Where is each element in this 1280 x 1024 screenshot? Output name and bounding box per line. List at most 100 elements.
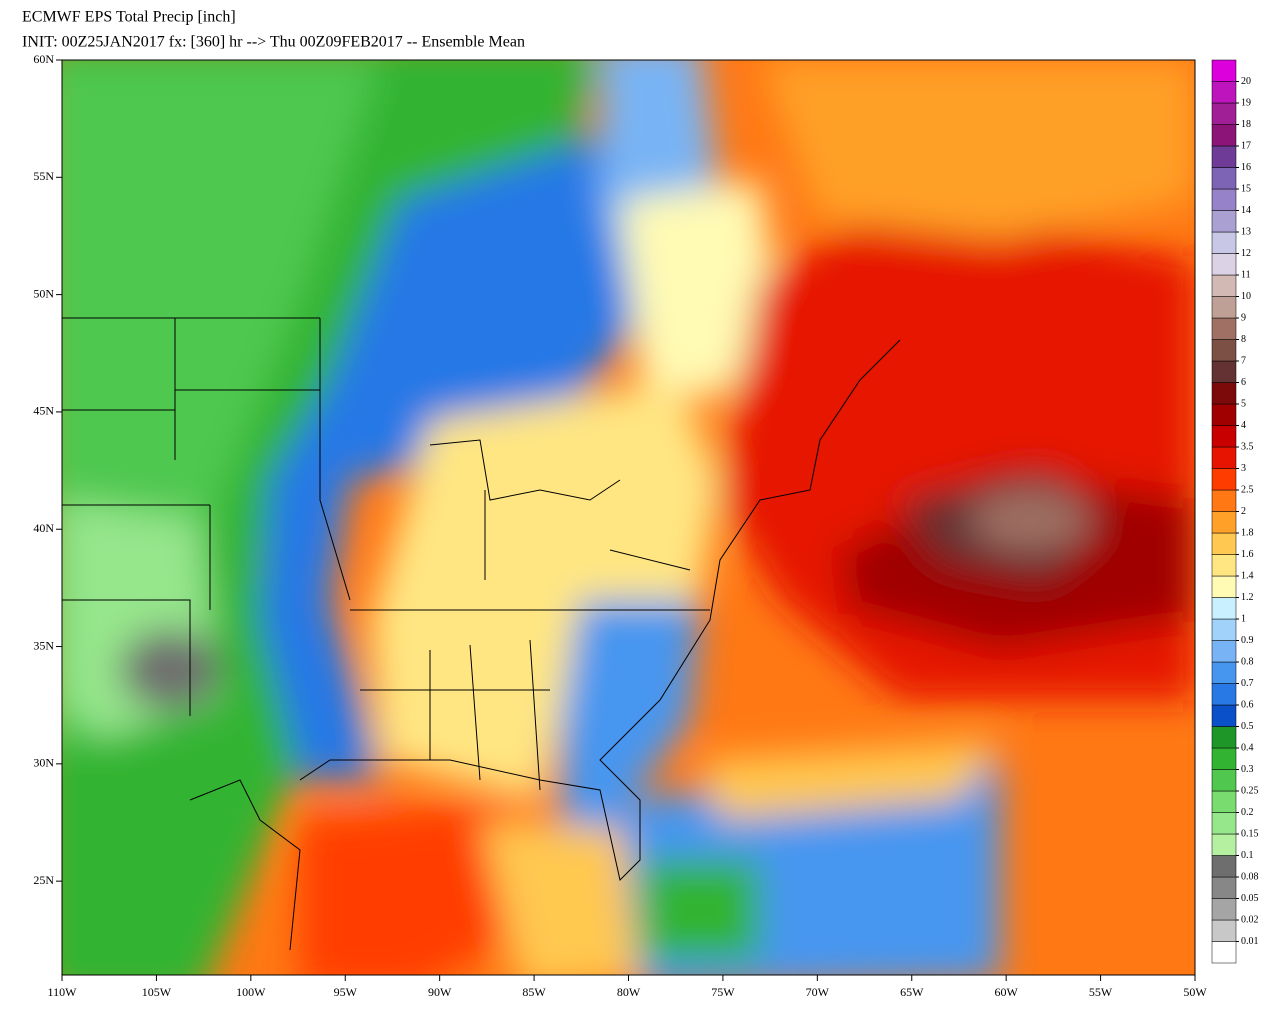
colorbar-box	[1211, 726, 1237, 749]
colorbar-box	[1211, 704, 1237, 727]
colorbar-label: 0.08	[1241, 871, 1259, 882]
colorbar-label: 16	[1241, 162, 1251, 173]
colorbar-box	[1211, 210, 1237, 233]
colorbar-box	[1211, 575, 1237, 598]
colorbar-label: 4	[1241, 420, 1246, 431]
colorbar-label: 1.6	[1241, 549, 1254, 560]
colorbar-box	[1211, 683, 1237, 706]
x-tick-label: 75W	[711, 985, 735, 999]
colorbar-box	[1211, 747, 1237, 770]
colorbar-box	[1211, 468, 1237, 491]
colorbar-label: 0.9	[1241, 635, 1254, 646]
colorbar-label: 20	[1241, 76, 1251, 87]
colorbar-label: 19	[1241, 97, 1251, 108]
colorbar-label: 11	[1241, 269, 1251, 280]
colorbar-label: 0.4	[1241, 742, 1254, 753]
colorbar-box	[1211, 403, 1237, 426]
colorbar-box	[1211, 941, 1237, 964]
title: ECMWF EPS Total Precip [inch]	[22, 9, 236, 26]
colorbar-box	[1211, 898, 1237, 921]
colorbar-label: 0.05	[1241, 893, 1259, 904]
colorbar-label: 15	[1241, 183, 1251, 194]
colorbar-label: 13	[1241, 226, 1251, 237]
colorbar-box	[1211, 618, 1237, 641]
colorbar-label: 1.8	[1241, 527, 1254, 538]
colorbar-label: 2	[1241, 506, 1246, 517]
colorbar-box	[1211, 274, 1237, 297]
colorbar-label: 5	[1241, 398, 1246, 409]
y-tick-label: 30N	[33, 756, 54, 770]
colorbar-box	[1211, 231, 1237, 254]
x-tick-label: 70W	[806, 985, 830, 999]
colorbar-box	[1211, 812, 1237, 835]
colorbar-label: 0.7	[1241, 678, 1254, 689]
colorbar-box	[1211, 597, 1237, 620]
colorbar-label: 0.6	[1241, 699, 1254, 710]
y-tick-label: 55N	[33, 169, 54, 183]
colorbar-box	[1211, 360, 1237, 383]
x-tick-label: 90W	[428, 985, 452, 999]
colorbar-label: 0.3	[1241, 764, 1254, 775]
y-tick-label: 25N	[33, 873, 54, 887]
x-tick-label: 65W	[900, 985, 924, 999]
colorbar-label: 2.5	[1241, 484, 1254, 495]
colorbar-box	[1211, 769, 1237, 792]
colorbar-box	[1211, 382, 1237, 405]
colorbar-label: 0.01	[1241, 936, 1259, 947]
colorbar-box	[1211, 317, 1237, 340]
colorbar-box	[1211, 876, 1237, 899]
colorbar-label: 1.2	[1241, 592, 1254, 603]
boundaries	[62, 317, 901, 951]
colorbar-box	[1211, 81, 1237, 104]
colorbar-label: 3.5	[1241, 441, 1254, 452]
y-tick-label: 40N	[33, 521, 54, 535]
colorbar-box	[1211, 790, 1237, 813]
x-tick-label: 50W	[1183, 985, 1207, 999]
colorbar-label: 14	[1241, 205, 1251, 216]
x-tick-label: 80W	[617, 985, 641, 999]
colorbar-box	[1211, 855, 1237, 878]
colorbar-label: 0.1	[1241, 850, 1254, 861]
x-tick-label: 110W	[48, 985, 78, 999]
colorbar-box	[1211, 640, 1237, 663]
colorbar-label: 8	[1241, 334, 1246, 345]
precip-field	[62, 60, 1195, 975]
x-tick-label: 105W	[142, 985, 172, 999]
colorbar-label: 0.15	[1241, 828, 1259, 839]
colorbar-label: 17	[1241, 140, 1251, 151]
y-tick-label: 50N	[33, 286, 54, 300]
colorbar-label: 0.5	[1241, 721, 1254, 732]
colorbar-box	[1211, 102, 1237, 125]
colorbar-label: 12	[1241, 248, 1251, 259]
colorbar-box	[1211, 145, 1237, 168]
x-tick-label: 95W	[334, 985, 358, 999]
colorbar-label: 1.4	[1241, 570, 1254, 581]
colorbar-label: 0.02	[1241, 914, 1259, 925]
colorbar-box	[1211, 296, 1237, 319]
colorbar-label: 0.8	[1241, 656, 1254, 667]
colorbar-label: 18	[1241, 119, 1251, 130]
colorbar-box	[1211, 124, 1237, 147]
y-tick-label: 45N	[33, 404, 54, 418]
colorbar-box	[1211, 425, 1237, 448]
colorbar-label: 1	[1241, 613, 1246, 624]
colorbar-box	[1211, 833, 1237, 856]
x-tick-label: 55W	[1089, 985, 1113, 999]
subtitle: INIT: 00Z25JAN2017 fx: [360] hr --> Thu …	[22, 34, 525, 51]
x-tick-label: 60W	[995, 985, 1019, 999]
colorbar-label: 7	[1241, 355, 1246, 366]
colorbar-box	[1211, 339, 1237, 362]
colorbar-box	[1211, 661, 1237, 684]
colorbar-box	[1211, 446, 1237, 469]
colorbar-label: 6	[1241, 377, 1246, 388]
colorbar-label: 10	[1241, 291, 1251, 302]
colorbar-box	[1211, 188, 1237, 211]
colorbar-box	[1211, 489, 1237, 512]
x-tick-label: 100W	[236, 985, 266, 999]
colorbar-box	[1211, 919, 1237, 942]
colorbar-box	[1211, 554, 1237, 577]
colorbar-label: 3	[1241, 463, 1246, 474]
colorbar-label: 0.2	[1241, 807, 1254, 818]
y-tick-label: 60N	[33, 52, 54, 66]
